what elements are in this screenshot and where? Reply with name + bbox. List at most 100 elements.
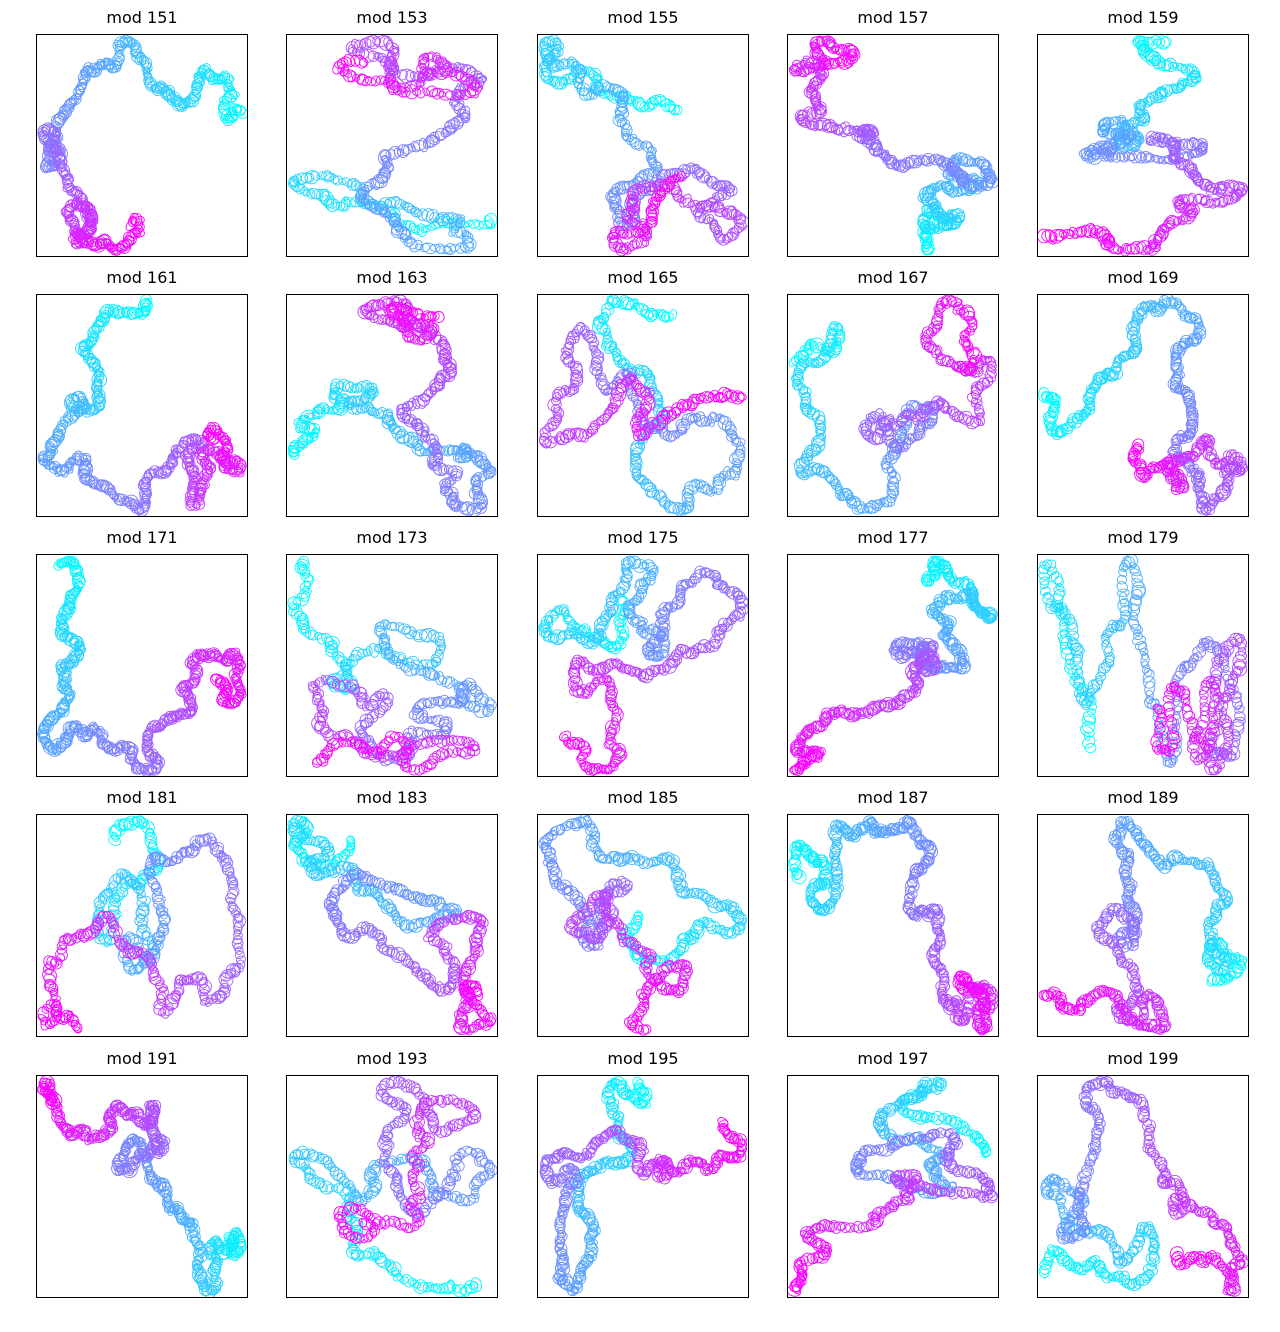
ellipse-marker — [332, 201, 341, 211]
ellipse-marker — [434, 649, 443, 657]
ellipse-marker — [576, 83, 586, 93]
ellipse-marker — [800, 453, 813, 466]
ellipse-marker — [420, 225, 429, 234]
ellipse-marker — [365, 645, 373, 656]
ellipse-marker — [113, 56, 124, 67]
ellipse-marker — [207, 431, 220, 445]
ellipse-marker — [902, 409, 912, 419]
ellipse-marker — [566, 332, 580, 344]
ellipse-marker — [653, 94, 667, 107]
ellipse-marker — [362, 648, 372, 657]
ellipse-marker — [1193, 318, 1204, 328]
ellipse-marker — [59, 698, 70, 710]
ellipse-marker — [1116, 152, 1125, 162]
ellipse-marker — [62, 410, 78, 425]
ellipse-marker — [1193, 480, 1205, 491]
ellipse-marker — [295, 592, 309, 607]
ellipse-marker — [56, 629, 69, 643]
ellipse-walk-plot — [539, 295, 747, 516]
ellipse-marker — [425, 434, 436, 445]
ellipse-marker — [970, 399, 983, 408]
ellipse-marker — [200, 456, 208, 464]
ellipse-marker — [218, 107, 232, 120]
ellipse-marker — [966, 392, 982, 404]
ellipse-marker — [395, 622, 405, 632]
ellipse-marker — [816, 74, 826, 84]
ellipse-marker — [346, 679, 360, 695]
ellipse-marker — [1122, 244, 1133, 255]
ellipse-marker — [732, 448, 746, 463]
ellipse-marker — [378, 701, 389, 713]
ellipse-marker — [314, 711, 328, 724]
ellipse-marker — [683, 398, 695, 411]
ellipse-marker — [58, 105, 72, 118]
ellipse-marker — [830, 123, 843, 135]
ellipse-marker — [296, 558, 310, 569]
ellipse-marker — [631, 421, 640, 430]
ellipse-marker — [346, 655, 359, 668]
ellipse-marker — [325, 646, 339, 658]
ellipse-marker — [917, 403, 930, 418]
ellipse-marker — [356, 691, 367, 700]
ellipse-marker — [1120, 135, 1132, 146]
ellipse-marker — [842, 53, 855, 69]
ellipse-marker — [637, 179, 652, 194]
ellipse-marker — [423, 311, 436, 323]
ellipse-marker — [839, 487, 853, 501]
ellipse-marker — [432, 217, 444, 229]
ellipse-marker — [390, 652, 407, 664]
ellipse-marker — [677, 170, 687, 182]
ellipse-marker — [630, 447, 643, 458]
ellipse-marker — [437, 338, 450, 349]
ellipse-marker — [67, 456, 77, 466]
ellipse-marker — [382, 692, 394, 705]
ellipse-marker — [470, 685, 482, 698]
ellipse-marker — [957, 363, 969, 374]
ellipse-marker — [419, 431, 430, 443]
plot-area — [537, 294, 749, 517]
ellipse-marker — [64, 693, 74, 704]
ellipse-marker — [109, 304, 125, 320]
ellipse-marker — [608, 236, 619, 249]
ellipse-marker — [431, 52, 442, 64]
ellipse-marker — [1118, 354, 1127, 362]
ellipse-marker — [73, 85, 85, 98]
ellipse-marker — [887, 466, 897, 478]
ellipse-marker — [831, 341, 843, 353]
ellipse-marker — [429, 87, 441, 97]
ellipse-marker — [975, 412, 985, 426]
ellipse-marker — [607, 296, 618, 306]
ellipse-marker — [482, 470, 494, 479]
ellipse-marker — [546, 35, 559, 48]
ellipse-marker — [645, 216, 658, 228]
ellipse-marker — [713, 202, 725, 214]
ellipse-marker — [140, 305, 151, 315]
ellipse-marker — [611, 379, 619, 390]
ellipse-marker — [803, 61, 815, 75]
ellipse-marker — [622, 297, 636, 311]
ellipse-marker — [661, 180, 673, 193]
ellipse-marker — [1187, 465, 1195, 473]
ellipse-marker — [951, 361, 960, 370]
ellipse-marker — [895, 420, 905, 428]
ellipse-marker — [930, 345, 943, 359]
ellipse-marker — [829, 475, 839, 487]
ellipse-marker — [962, 340, 974, 353]
chart-title: mod 161 — [106, 268, 178, 287]
ellipse-marker — [669, 174, 679, 184]
ellipse-marker — [442, 245, 453, 255]
ellipse-marker — [638, 169, 653, 182]
ellipse-walk-plot — [788, 35, 998, 256]
ellipse-marker — [421, 208, 434, 222]
ellipse-marker — [1171, 433, 1185, 445]
ellipse-marker — [369, 203, 382, 215]
ellipse-marker — [612, 114, 628, 127]
ellipse-marker — [387, 195, 400, 209]
ellipse-marker — [432, 450, 443, 460]
ellipse-marker — [78, 341, 89, 353]
ellipse-marker — [403, 237, 416, 247]
ellipse-marker — [1170, 481, 1182, 492]
ellipse-marker — [385, 55, 398, 70]
ellipse-marker — [590, 350, 605, 359]
ellipse-marker — [361, 402, 374, 413]
